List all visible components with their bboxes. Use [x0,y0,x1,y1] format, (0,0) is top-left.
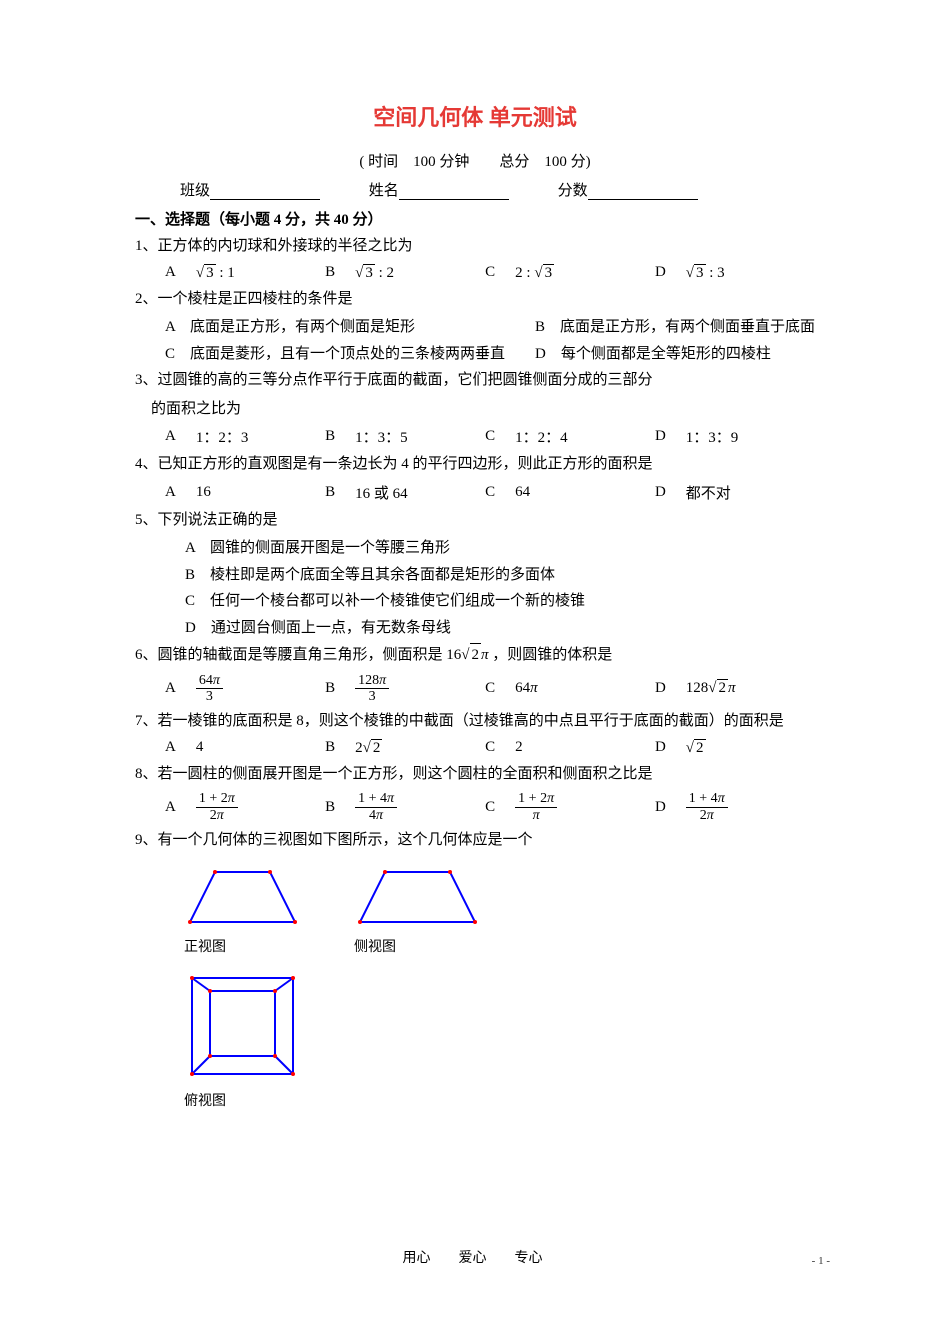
q2-line1: A 底面是正方形，有两个侧面是矩形 B 底面是正方形，有两个侧面垂直于底面 [135,316,815,339]
q8-opt-c: 1 + 2ππ [515,791,557,823]
side-view-block: 侧视图 [350,862,490,956]
footer-text: 用心 爱心 专心 [0,1247,945,1267]
q5-b: B 棱柱即是两个底面全等且其余各面都是矩形的多面体 [135,564,815,587]
front-view-block: 正视图 [180,862,310,956]
q3-opt-c: 1：2：4 [515,426,568,447]
q1-opt-c: 2 : 3 [515,264,554,282]
q8-opt-a: 1 + 2π2π [196,791,238,823]
q7-opt-a: 4 [196,739,204,756]
q4-opt-c: 64 [515,484,530,501]
q1-opt-d: 3 : 3 [686,264,725,282]
q5-text: 5、下列说法正确的是 [135,509,815,532]
blank-name [399,184,509,200]
page-title: 空间几何体 单元测试 [135,100,815,132]
q4-options: A16 B16 或 64 C64 D都不对 [135,482,815,503]
side-view-svg [350,862,490,932]
q6-text: 6、圆锥的轴截面是等腰直角三角形，侧面积是 162π ，则圆锥的体积是 [135,643,815,667]
q7-opt-d: 2 [686,739,706,757]
q4-opt-b: 16 或 64 [355,482,408,503]
q1-opt-c-label: C [485,264,495,281]
label-score: 分数 [558,183,588,199]
q1-options: A 3 : 1 B 3 : 2 C 2 : 3 D 3 : 3 [135,264,815,282]
q3-opt-b: 1：3：5 [355,426,408,447]
q9-text: 9、有一个几何体的三视图如下图所示，这个几何体应是一个 [135,829,815,852]
q3-opt-d: 1：3：9 [686,426,739,447]
q3-options: A1：2：3 B1：3：5 C1：2：4 D1：3：9 [135,426,815,447]
q1-opt-a-label: A [165,264,176,281]
q6-opt-b: 128π3 [355,673,389,705]
blank-score [588,184,698,200]
label-class: 班级 [180,183,210,199]
label-name: 姓名 [369,183,399,199]
q4-opt-d: 都不对 [686,482,731,503]
q5-c: C 任何一个棱台都可以补一个棱锥使它们组成一个新的棱锥 [135,590,815,613]
q8-opt-b: 1 + 4π4π [355,791,397,823]
q1-opt-b-label: B [325,264,335,281]
side-view-label: 侧视图 [350,936,396,956]
front-view-label: 正视图 [180,936,226,956]
q3-text: 3、过圆锥的高的三等分点作平行于底面的截面，它们把圆锥侧面分成的三部分 [135,369,815,392]
page-number: - 1 - [812,1255,830,1267]
q4-text: 4、已知正方形的直观图是有一条边长为 4 的平行四边形，则此正方形的面积是 [135,453,815,476]
q5-a: A 圆锥的侧面展开图是一个等腰三角形 [135,537,815,560]
q6-opt-a: 64π3 [196,673,223,705]
q1-opt-a: 3 : 1 [196,264,235,282]
front-view-svg [180,862,310,932]
q7-options: A4 B22 C2 D2 [135,739,815,757]
top-view-svg [180,966,310,1086]
q1-opt-d-label: D [655,264,666,281]
q7-opt-b: 22 [355,739,382,757]
q3-opt-a: 1：2：3 [196,426,249,447]
q8-text: 8、若一圆柱的侧面展开图是一个正方形，则这个圆柱的全面积和侧面积之比是 [135,763,815,786]
section-header-1: 一、选择题（每小题 4 分，共 40 分） [135,208,815,229]
q1-text: 1、正方体的内切球和外接球的半径之比为 [135,235,815,258]
info-line: 班级 姓名 分数 [135,179,815,200]
q7-text: 7、若一棱锥的底面积是 8，则这个棱锥的中截面（过棱锥高的中点且平行于底面的截面… [135,710,815,733]
top-view-label: 俯视图 [180,1090,226,1110]
q6-opt-c: 64π [515,680,538,697]
q8-options: A1 + 2π2π B1 + 4π4π C1 + 2ππ D1 + 4π2π [135,791,815,823]
q6-options: A64π3 B128π3 C64π D1282π [135,673,815,705]
q8-opt-d: 1 + 4π2π [686,791,728,823]
diagrams-row-2: 俯视图 [135,966,815,1110]
q2-text: 2、一个棱柱是正四棱柱的条件是 [135,288,815,311]
q6-opt-d: 1282π [686,679,736,697]
q7-opt-c: 2 [515,739,523,756]
q3-text2: 的面积之比为 [135,398,815,421]
q2-line2: C 底面是菱形，且有一个顶点处的三条棱两两垂直 D 每个侧面都是全等矩形的四棱柱 [135,343,815,366]
top-view-block: 俯视图 [180,966,310,1110]
q1-opt-b: 3 : 2 [355,264,394,282]
blank-class [210,184,320,200]
subtitle: ( 时间 100 分钟 总分 100 分) [135,150,815,171]
diagrams-row-1: 正视图 侧视图 [135,862,815,956]
q4-opt-a: 16 [196,484,211,501]
q5-d: D 通过圆台侧面上一点，有无数条母线 [135,617,815,640]
